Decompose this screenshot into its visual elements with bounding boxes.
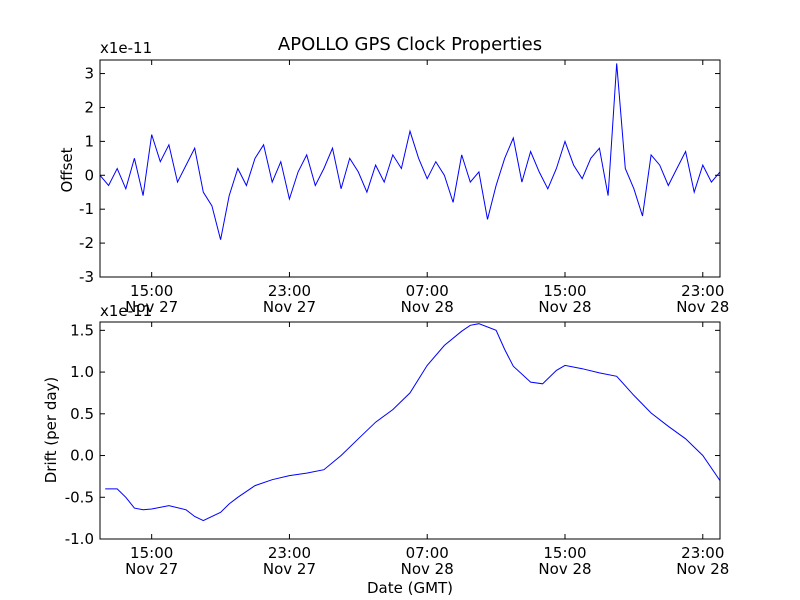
offset-series-line <box>99 63 721 240</box>
offset-xtick-date: Nov 28 <box>676 298 729 316</box>
offset-ytick-label: 2 <box>84 98 94 116</box>
drift-xtick-date: Nov 28 <box>676 560 729 578</box>
drift-ytick-label: 1.5 <box>70 321 94 339</box>
drift-xtick-time: 15:00 <box>543 544 586 562</box>
drift-ylabel: Drift (per day) <box>42 377 60 484</box>
offset-ytick-label: 0 <box>84 166 94 184</box>
offset-xtick-time: 07:00 <box>406 282 449 300</box>
drift-series-line <box>105 323 721 522</box>
drift-xtick-time: 07:00 <box>406 544 449 562</box>
offset-multiplier: x1e-11 <box>100 39 152 57</box>
offset-xtick-time: 15:00 <box>543 282 586 300</box>
offset-ytick-label: -2 <box>79 234 94 252</box>
drift-xtick-date: Nov 27 <box>125 560 178 578</box>
drift-xtick-time: 23:00 <box>268 544 311 562</box>
drift-plot-frame <box>99 321 721 540</box>
drift-xtick-date: Nov 27 <box>263 560 316 578</box>
drift-chart: x1e-11 Drift (per day) Date (GMT) 1.5 1.0… <box>42 302 729 597</box>
drift-xtick-date: Nov 28 <box>538 560 591 578</box>
offset-xtick-date: Nov 28 <box>538 298 591 316</box>
drift-ytick-label: 0.0 <box>70 447 94 465</box>
offset-plot-frame <box>99 59 721 278</box>
offset-ytick-label: -1 <box>79 200 94 218</box>
offset-ytick-label: 1 <box>84 132 94 150</box>
offset-xtick-date: Nov 28 <box>401 298 454 316</box>
offset-ytick-label: -3 <box>79 268 94 286</box>
offset-chart: APOLLO GPS Clock Properties x1e-11 Offse… <box>58 34 729 316</box>
drift-xtick-date: Nov 28 <box>401 560 454 578</box>
offset-xtick-time: 23:00 <box>268 282 311 300</box>
drift-xtick-time: 23:00 <box>681 544 724 562</box>
offset-xtick-time: 23:00 <box>681 282 724 300</box>
drift-ytick-label: -0.5 <box>65 488 94 506</box>
offset-xtick-time: 15:00 <box>130 282 173 300</box>
offset-ytick-label: 3 <box>84 65 94 83</box>
drift-xlabel: Date (GMT) <box>367 579 453 597</box>
offset-xtick-date: Nov 27 <box>125 298 178 316</box>
offset-xtick-date: Nov 27 <box>263 298 316 316</box>
offset-ylabel: Offset <box>58 147 76 192</box>
drift-ytick-label: 0.5 <box>70 405 94 423</box>
drift-xtick-time: 15:00 <box>130 544 173 562</box>
drift-ytick-label: -1.0 <box>65 530 94 548</box>
chart-title: APOLLO GPS Clock Properties <box>278 34 542 55</box>
drift-multiplier: x1e-11 <box>100 302 152 320</box>
drift-ytick-label: 1.0 <box>70 363 94 381</box>
